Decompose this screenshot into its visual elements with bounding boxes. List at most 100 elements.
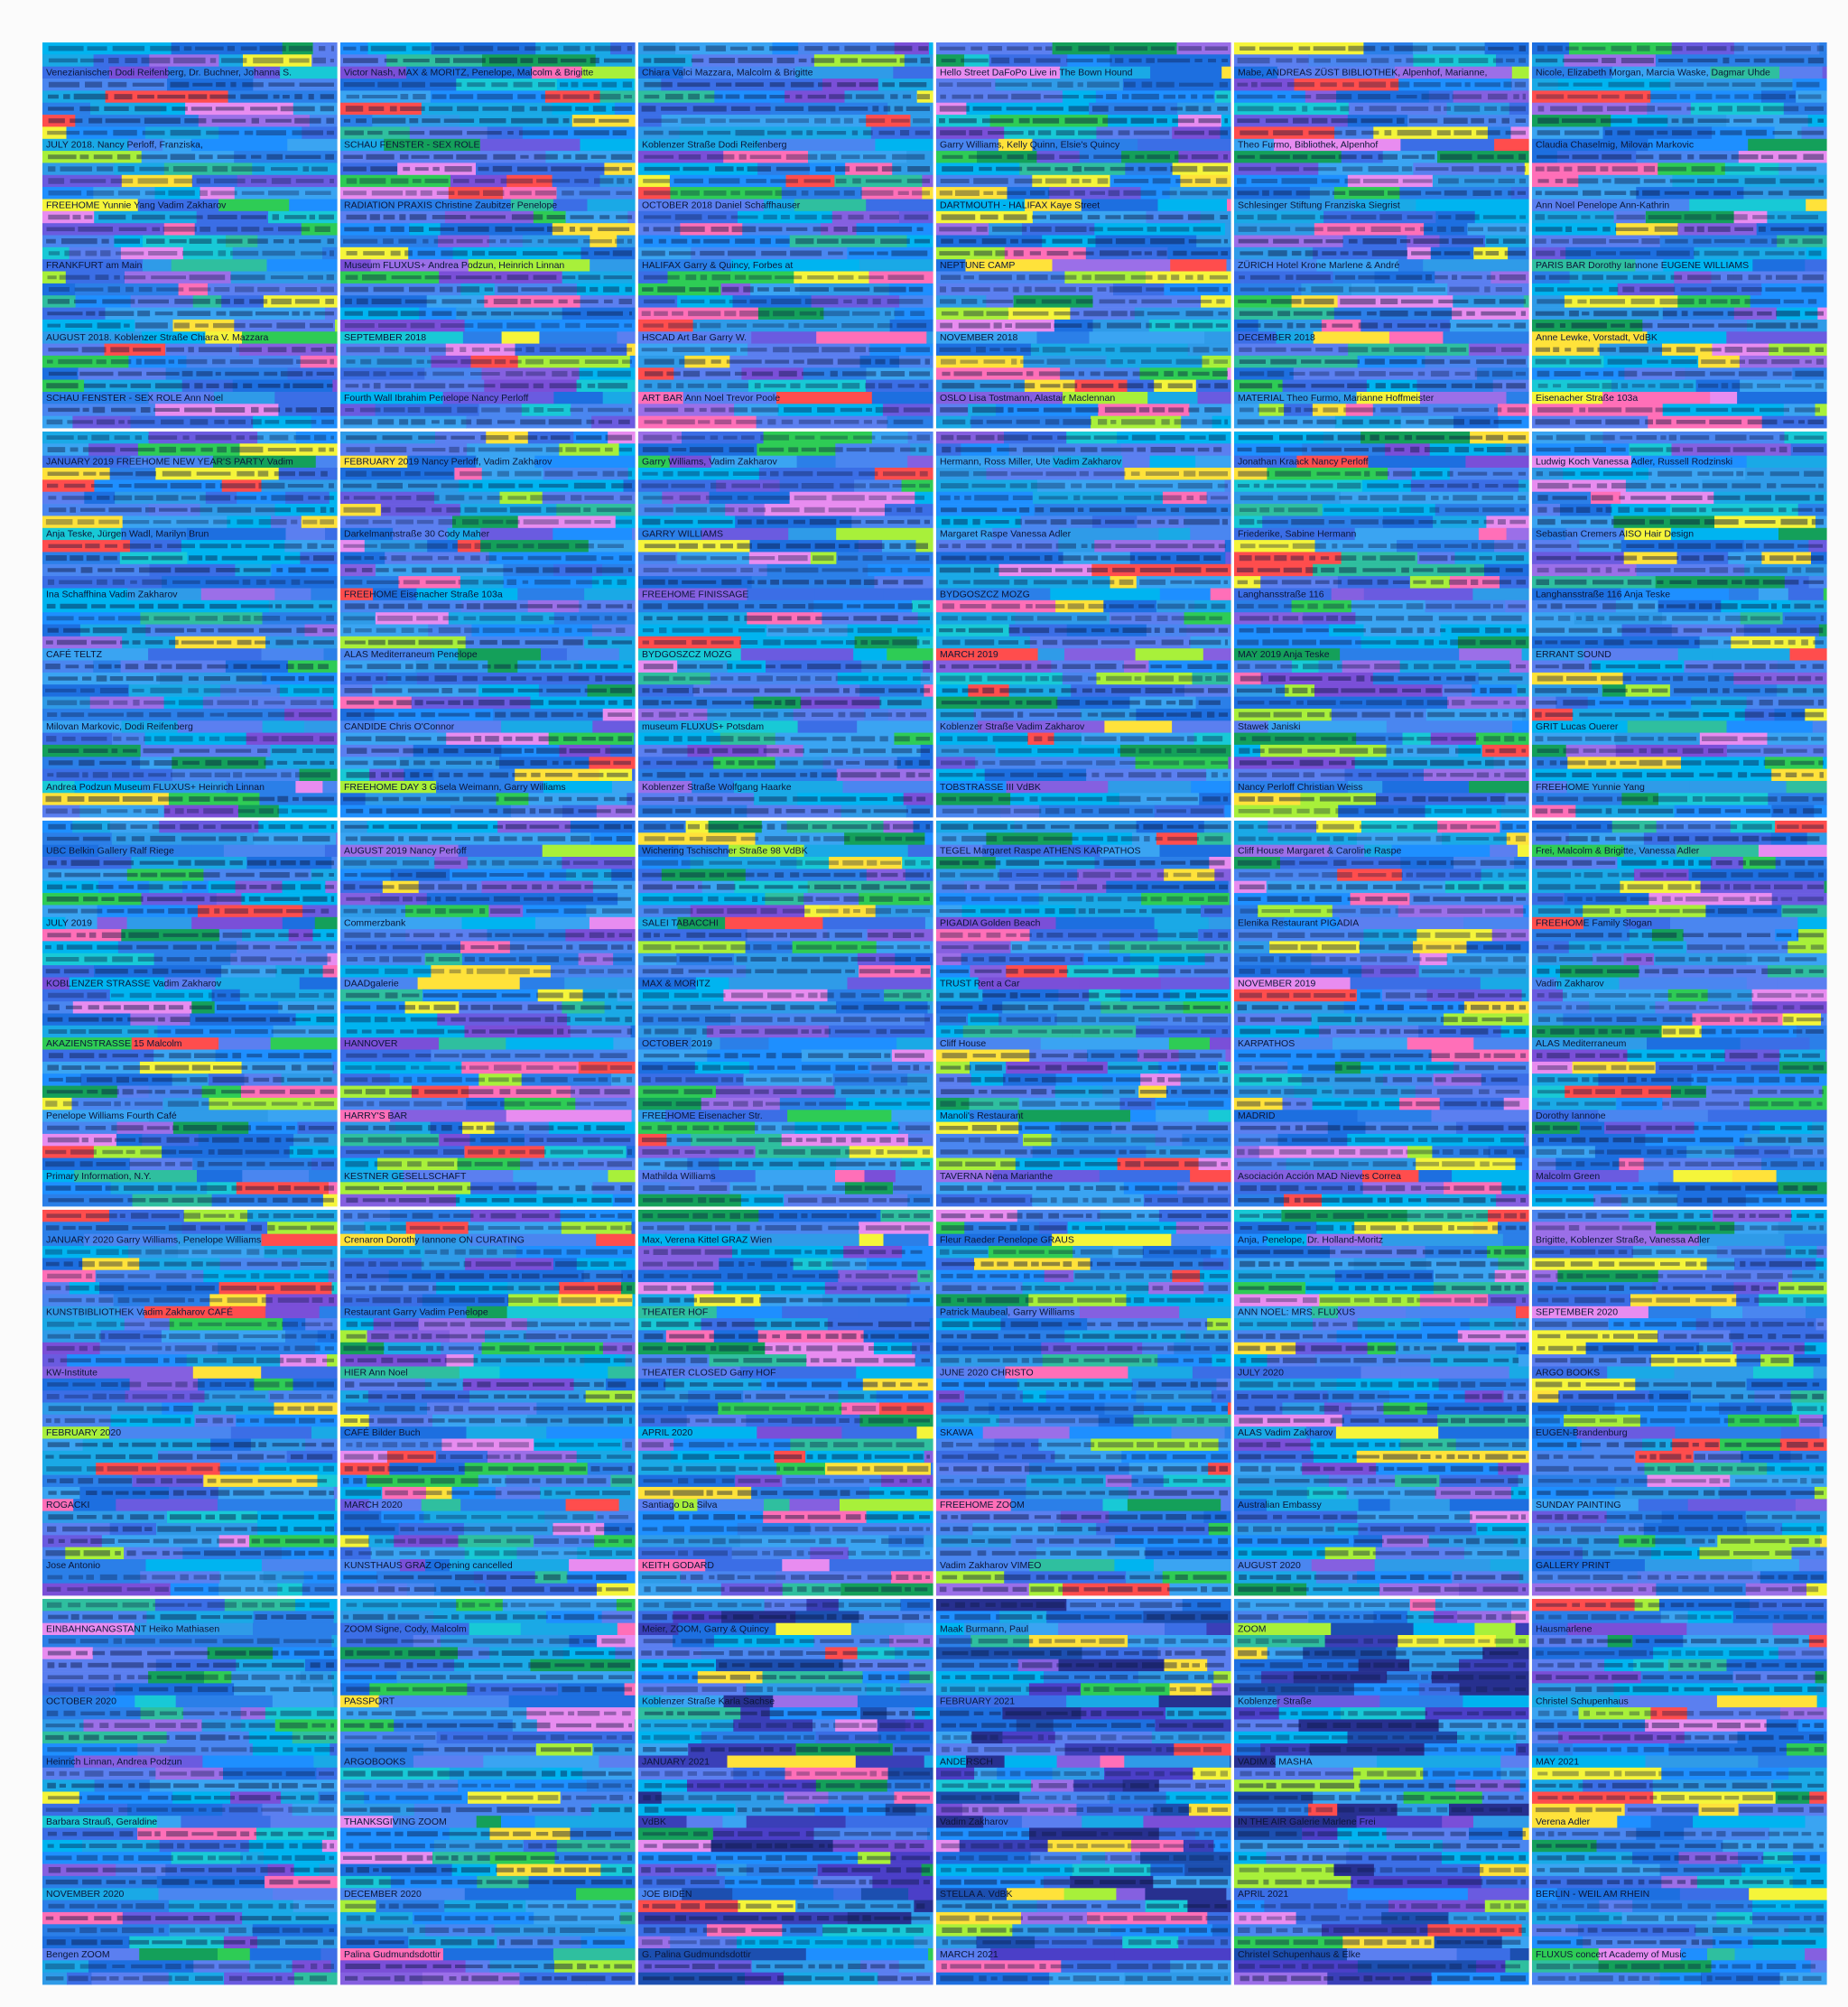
color-band xyxy=(854,479,903,493)
color-band xyxy=(553,1948,636,1961)
color-band xyxy=(894,42,930,55)
handwriting-scribble xyxy=(344,639,632,646)
color-band xyxy=(835,455,908,469)
handwritten-line: ZOOM Signe, Cody, Malcolm xyxy=(344,1624,467,1635)
color-band xyxy=(1293,367,1401,380)
color-band xyxy=(1737,392,1827,404)
color-band xyxy=(237,174,338,188)
color-band xyxy=(194,708,285,721)
color-band xyxy=(1100,1755,1125,1769)
color-band xyxy=(794,66,894,79)
handwritten-line: ALAS Vadim Zakharov xyxy=(1238,1427,1333,1438)
handwritten-line: CAFÉ TELTZ xyxy=(46,648,103,660)
handwriting-scribble xyxy=(46,238,334,245)
color-band xyxy=(333,1695,338,1708)
color-band xyxy=(922,174,933,188)
color-band xyxy=(513,1170,609,1183)
color-band xyxy=(1234,115,1349,127)
color-band xyxy=(145,624,236,637)
color-band xyxy=(1671,42,1735,55)
color-band xyxy=(517,516,617,529)
color-band xyxy=(42,174,123,188)
handwritten-line: FREEHOME ZOOM xyxy=(940,1500,1025,1510)
color-band xyxy=(751,331,817,344)
color-band xyxy=(42,455,132,469)
color-band xyxy=(1418,1170,1453,1183)
color-band xyxy=(1200,210,1231,224)
color-band xyxy=(1478,527,1508,541)
color-band xyxy=(1004,126,1097,140)
color-band xyxy=(456,79,558,91)
handwriting-scribble xyxy=(343,482,632,489)
color-band xyxy=(1506,527,1529,541)
color-band xyxy=(869,343,933,357)
color-band xyxy=(1184,612,1231,625)
handwriting-scribble xyxy=(1240,383,1526,389)
color-band xyxy=(638,42,676,55)
color-band xyxy=(340,343,447,357)
color-band xyxy=(1509,102,1529,116)
color-band xyxy=(1747,319,1827,332)
color-band xyxy=(114,163,165,176)
color-band xyxy=(1619,977,1748,990)
sheet: Ludwig Koch Vanessa Adler, Russell Rodzi… xyxy=(1532,432,1827,818)
color-band xyxy=(265,1305,320,1319)
color-band xyxy=(1050,588,1161,601)
color-band xyxy=(907,432,933,444)
handwriting-scribble xyxy=(48,823,335,830)
color-band xyxy=(992,527,1060,541)
color-band xyxy=(1496,54,1529,67)
handwritten-line: SUNDAY PAINTING xyxy=(1536,1500,1621,1510)
color-band xyxy=(444,210,534,224)
color-band xyxy=(1532,151,1558,163)
handwritten-line: JULY 2018. Nancy Perloff, Franziska, xyxy=(46,140,203,151)
color-band xyxy=(1645,210,1735,224)
color-band xyxy=(364,540,428,553)
color-band xyxy=(293,102,338,116)
color-band xyxy=(757,163,811,176)
color-band xyxy=(42,696,91,710)
color-band xyxy=(1234,235,1344,248)
handwritten-line: ART BAR Ann Noel Trevor Poole xyxy=(642,393,780,404)
color-band xyxy=(493,708,604,721)
color-band xyxy=(701,527,789,541)
color-band xyxy=(755,1170,836,1183)
color-band xyxy=(94,210,198,224)
color-band xyxy=(758,468,876,480)
color-band xyxy=(936,259,967,272)
color-band xyxy=(602,708,636,721)
color-band xyxy=(1789,648,1827,661)
color-band xyxy=(278,804,338,818)
color-band xyxy=(889,319,933,332)
color-band xyxy=(813,599,913,613)
handwritten-line: NOVEMBER 2019 xyxy=(1238,978,1316,989)
color-band xyxy=(930,965,933,978)
color-band xyxy=(1777,977,1827,990)
color-band xyxy=(803,844,909,858)
color-band xyxy=(545,151,636,163)
handwritten-line: OCTOBER 2020 xyxy=(46,1696,116,1707)
color-band xyxy=(670,187,783,200)
color-band xyxy=(829,1559,933,1572)
handwritten-line: MARCH 2021 xyxy=(940,1949,998,1960)
color-band xyxy=(870,126,933,140)
color-band xyxy=(340,404,376,416)
color-band xyxy=(302,126,338,140)
color-band xyxy=(1234,210,1324,224)
handwriting-scribble xyxy=(941,1333,1228,1340)
color-band xyxy=(1809,1037,1827,1050)
color-band xyxy=(1094,540,1226,553)
color-band xyxy=(1335,1426,1439,1439)
color-band xyxy=(1116,1888,1146,1900)
color-band xyxy=(104,343,166,357)
color-band xyxy=(340,223,411,236)
color-band xyxy=(42,415,73,429)
color-band xyxy=(1733,210,1768,224)
handwriting-scribble xyxy=(48,748,334,754)
handwriting-scribble xyxy=(45,519,335,525)
color-band xyxy=(1091,563,1116,577)
color-band xyxy=(120,660,227,674)
color-band xyxy=(562,307,636,321)
color-band xyxy=(476,455,535,469)
